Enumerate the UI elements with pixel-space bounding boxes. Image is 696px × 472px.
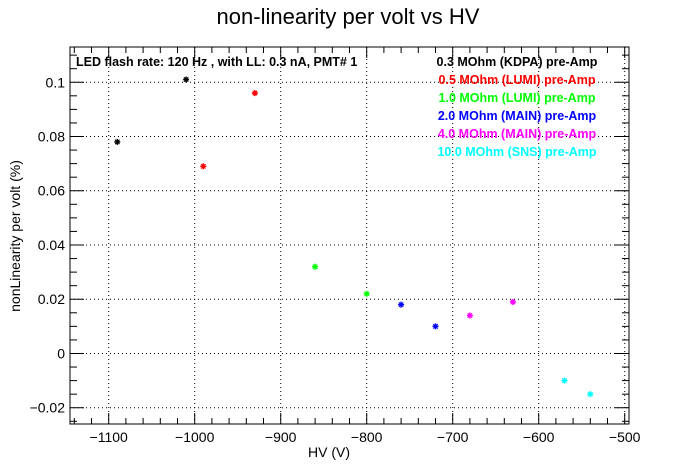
data-point [466,312,473,319]
data-point [398,301,405,308]
legend-entry: 4.0 MOhm (MAIN) pre-Amp [438,127,597,141]
data-point [114,138,121,145]
data-point [432,323,439,330]
legend-entry: 0.3 MOhm (KDPA) pre-Amp [437,55,598,69]
legend-entry: 0.5 MOhm (LUMI) pre-Amp [439,73,596,87]
x-tick-label: −600 [523,429,555,445]
y-tick-label: −0.02 [30,400,66,416]
legend-entry: 1.0 MOhm (LUMI) pre-Amp [439,91,596,105]
y-tick-label: 0.1 [46,74,66,90]
data-point [312,263,319,270]
chart-title: non-linearity per volt vs HV [217,4,480,29]
legend-entry: 2.0 MOhm (MAIN) pre-Amp [438,109,597,123]
x-tick-label: −800 [351,429,383,445]
data-point [509,298,516,305]
data-point [251,90,258,97]
x-tick-label: −500 [609,429,641,445]
y-tick-label: 0.06 [38,183,65,199]
data-point [363,290,370,297]
data-point [183,76,190,83]
legend: 0.3 MOhm (KDPA) pre-Amp 0.5 MOhm (LUMI) p… [437,55,598,159]
data-points [114,76,594,398]
y-tick-label: 0.02 [38,291,65,307]
legend-entry: 10.0 MOhm (SNS) pre-Amp [437,145,596,159]
tick-labels: −1100 −1000 −900 −800 −700 −600 −500 −0.02 0 0.02… [30,74,641,445]
chart-annotation: LED flash rate: 120 Hz , with LL: 0.3 nA… [76,55,357,69]
y-tick-label: 0.04 [38,237,65,253]
data-point [587,391,594,398]
y-tick-label: 0.08 [38,129,65,145]
data-point [561,377,568,384]
grid [70,47,629,424]
x-tick-label: −700 [437,429,469,445]
x-tick-label: −1100 [90,429,128,445]
y-tick-label: 0 [57,345,65,361]
x-tick-label: −1000 [175,429,215,445]
axis-ticks [70,47,629,424]
data-point [200,163,207,170]
x-axis-label: HV (V) [308,444,350,460]
y-axis-label: nonLinearity per volt (%) [7,160,23,312]
x-tick-label: −900 [265,429,297,445]
